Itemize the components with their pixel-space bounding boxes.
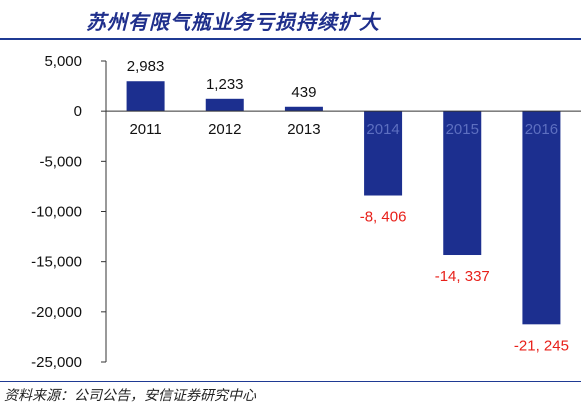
data-label: 439 [291,84,316,101]
y-tick-label: 0 [74,103,82,120]
bar-2014 [364,111,403,196]
bar-2016 [522,111,561,325]
y-tick-label: -10,000 [31,204,82,221]
bar-2012 [205,98,244,112]
x-tick-label: 2012 [208,121,241,138]
source-note: 资料来源：公司公告，安信证券研究中心 [4,388,256,404]
y-tick-label: -15,000 [31,254,82,271]
x-tick-label: 2013 [287,121,320,138]
bars [126,81,561,325]
y-tick-label: -25,000 [31,354,82,371]
data-labels: 2,983 1,233 439 -8, 406 -14, 337 -21, 245 [127,58,569,354]
x-tick-label: 2011 [129,121,161,138]
y-axis: 5,000 0 -5,000 -10,000 -15,000 -20,000 -25,000 [31,53,107,371]
data-label: 2,983 [127,58,165,75]
bar-2015 [443,111,482,256]
bar-chart: 5,000 0 -5,000 -10,000 -15,000 -20,000 -25,000… [31,53,581,371]
data-label: 1,233 [206,76,244,93]
x-axis: 2011 2012 2013 2014 2015 2016 [106,110,581,138]
x-tick-label: 2014 [366,121,399,138]
x-tick-label: 2015 [446,121,479,138]
x-tick-label: 2016 [525,121,558,138]
data-label: -8, 406 [360,209,407,226]
y-tick-label: -20,000 [31,304,82,321]
title-underline [0,38,581,40]
y-tick-label: -5,000 [39,153,82,170]
source-divider [0,381,581,382]
page-title: 苏州有限气瓶业务亏损持续扩大 [86,10,380,34]
data-label: -14, 337 [435,268,490,285]
bar-2013 [284,106,323,112]
y-tick-label: 5,000 [44,53,82,70]
data-label: -21, 245 [514,337,569,354]
bar-2011 [126,81,165,112]
